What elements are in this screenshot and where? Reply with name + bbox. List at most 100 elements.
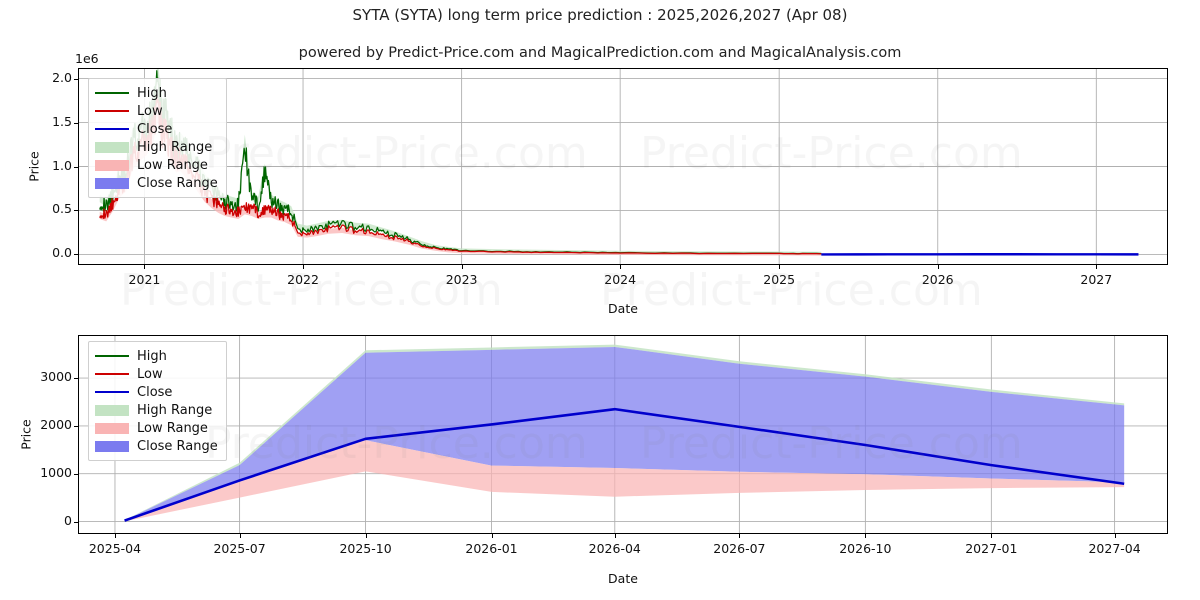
axis-tick-mark (991, 534, 993, 538)
forecast-plot-area (78, 335, 1168, 534)
legend-swatch-icon (95, 177, 129, 189)
legend-swatch-icon (95, 368, 129, 380)
legend-swatch-icon (95, 386, 129, 398)
forecast-x-tick: 2026-10 (839, 541, 892, 556)
axis-tick-mark (491, 534, 493, 538)
forecast-y-tick: 3000 (40, 369, 72, 385)
legend-label: Low (137, 103, 163, 119)
axis-tick-mark (114, 534, 116, 538)
history-y-tick: 0.5 (52, 201, 72, 217)
legend-item-low: Low (95, 365, 218, 383)
axis-tick-mark (74, 473, 78, 475)
legend-swatch-icon (95, 404, 129, 416)
legend-label: High (137, 348, 167, 364)
legend-label: Close (137, 384, 173, 400)
legend-swatch-icon (95, 350, 129, 362)
forecast-x-tick: 2025-04 (88, 541, 142, 556)
axis-tick-mark (779, 265, 781, 269)
legend-label: High Range (137, 139, 213, 155)
legend-label: Low Range (137, 157, 208, 173)
legend-item-close: Close (95, 383, 218, 401)
forecast-x-tick: 2026-07 (713, 541, 766, 556)
axis-tick-mark (937, 265, 939, 269)
history-x-tick: 2024 (604, 272, 637, 287)
history-x-tick: 2027 (1080, 272, 1113, 287)
legend-item-low-range: Low Range (95, 419, 218, 437)
legend-item-low: Low (95, 102, 218, 120)
legend-label: Low Range (137, 420, 208, 436)
legend-label: High Range (137, 402, 213, 418)
forecast-x-tick: 2025-10 (339, 541, 392, 556)
forecast-y-tick: 2000 (40, 416, 72, 432)
history-y-tick: 1.0 (52, 157, 72, 173)
legend-label: Close Range (137, 438, 218, 454)
axis-tick-mark (1114, 534, 1116, 538)
legend-swatch-icon (95, 105, 129, 117)
axis-tick-mark (614, 534, 616, 538)
legend-swatch-icon (95, 159, 129, 171)
legend-item-close-range: Close Range (95, 437, 218, 455)
forecast-y-tick: 1000 (40, 464, 72, 480)
legend-label: Close (137, 121, 173, 137)
history-y-offset-text: 1e6 (75, 51, 99, 66)
axis-tick-mark (74, 521, 78, 523)
forecast-legend: High Low Close High Range Low Range Close Ran… (88, 341, 227, 461)
axis-tick-mark (74, 425, 78, 427)
history-legend: High Low Close High Range Low Range Close Ran… (88, 78, 227, 198)
history-x-tick: 2025 (763, 272, 796, 287)
axis-tick-mark (74, 166, 78, 168)
history-x-tick: 2026 (921, 272, 954, 287)
forecast-x-tick: 2026-01 (465, 541, 518, 556)
forecast-x-tick: 2026-04 (588, 541, 641, 556)
axis-tick-mark (74, 210, 78, 212)
history-y-tick: 2.0 (52, 69, 72, 85)
axis-tick-mark (74, 378, 78, 380)
axis-tick-mark (144, 265, 146, 269)
legend-swatch-icon (95, 440, 129, 452)
forecast-chart-panel (78, 335, 1168, 534)
page-subtitle: powered by Predict-Price.com and Magical… (298, 45, 902, 61)
legend-label: Low (137, 366, 163, 382)
history-y-tick: 1.5 (52, 113, 72, 129)
history-x-axis-label: Date (608, 301, 638, 316)
axis-tick-mark (365, 534, 367, 538)
legend-item-high-range: High Range (95, 138, 218, 156)
axis-tick-mark (303, 265, 305, 269)
axis-tick-mark (74, 78, 78, 80)
forecast-x-axis-label: Date (608, 571, 638, 586)
forecast-y-tick: 0 (64, 512, 72, 528)
legend-swatch-icon (95, 123, 129, 135)
axis-tick-mark (74, 122, 78, 124)
forecast-x-tick: 2027-04 (1088, 541, 1141, 556)
legend-item-high: High (95, 84, 218, 102)
forecast-x-tick: 2027-01 (965, 541, 1018, 556)
legend-item-low-range: Low Range (95, 156, 218, 174)
history-plot-border (78, 68, 1168, 265)
legend-label: Close Range (137, 175, 218, 191)
axis-tick-mark (74, 254, 78, 256)
legend-label: High (137, 85, 167, 101)
forecast-plot-border (78, 335, 1168, 534)
legend-swatch-icon (95, 87, 129, 99)
history-x-tick: 2021 (128, 272, 161, 287)
axis-tick-mark (239, 534, 241, 538)
axis-tick-mark (461, 265, 463, 269)
history-x-tick: 2022 (287, 272, 319, 287)
legend-item-high-range: High Range (95, 401, 218, 419)
legend-item-close: Close (95, 120, 218, 138)
axis-tick-mark (620, 265, 622, 269)
legend-item-close-range: Close Range (95, 174, 218, 192)
axis-tick-mark (865, 534, 867, 538)
axis-tick-mark (739, 534, 741, 538)
forecast-y-axis-label: Price (18, 419, 34, 450)
history-y-axis-label: Price (26, 151, 42, 182)
history-x-tick: 2023 (445, 272, 478, 287)
history-y-tick: 0.0 (52, 245, 72, 261)
forecast-x-tick: 2025-07 (213, 541, 266, 556)
legend-swatch-icon (95, 422, 129, 434)
page-title: SYTA (SYTA) long term price prediction :… (352, 6, 848, 24)
axis-tick-mark (1096, 265, 1098, 269)
legend-swatch-icon (95, 141, 129, 153)
legend-item-high: High (95, 347, 218, 365)
